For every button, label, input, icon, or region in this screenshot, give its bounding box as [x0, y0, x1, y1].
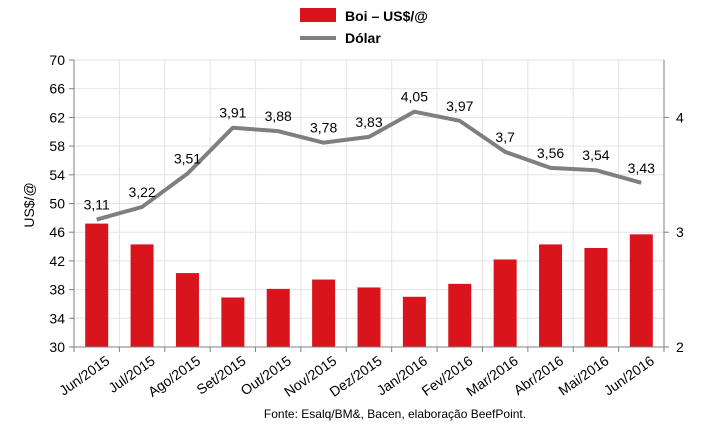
y2-tick-label: 2	[676, 339, 684, 355]
data-label: 3,78	[310, 120, 337, 136]
x-tick-label: Jun/2016	[601, 352, 658, 398]
bar	[539, 244, 563, 347]
data-label: 3,88	[265, 108, 292, 124]
x-tick-labels: Jun/2015Jul/2015Ago/2015Set/2015Out/2015…	[56, 352, 657, 400]
bar	[584, 247, 608, 347]
bar	[175, 273, 199, 347]
legend-label-boi: Boi – US$/@	[345, 8, 428, 24]
data-label: 3,22	[128, 184, 155, 200]
legend-label-dolar: Dólar	[345, 30, 381, 46]
bar	[312, 279, 336, 347]
data-label: 3,11	[84, 197, 110, 213]
y2-tick-label: 4	[676, 109, 684, 125]
bar	[85, 223, 109, 347]
bar	[629, 234, 653, 347]
x-tick-label: Mai/2016	[555, 352, 612, 398]
source-note: Fonte: Esalq/BM&, Bacen, elaboração Beef…	[264, 407, 526, 421]
data-label: 3,54	[582, 147, 609, 163]
data-label: 3,83	[355, 114, 382, 130]
x-tick-label: Mar/2016	[463, 352, 521, 399]
data-labels: 3,11 3,22 3,51 3,91 3,88 3,78 3,83 4,05 3,97 3,7 3…	[84, 89, 656, 213]
data-label: 3,56	[537, 145, 564, 161]
bar-series	[85, 223, 653, 347]
y-tick-label: 34	[49, 310, 65, 326]
x-tick-label: Ago/2015	[145, 352, 203, 400]
y-tick-label: 58	[49, 138, 65, 154]
bar	[221, 297, 245, 347]
y-tick-label: 54	[49, 167, 65, 183]
y-tick-label: 62	[49, 109, 65, 125]
y-axis-label: US$/@	[21, 182, 37, 227]
bar	[357, 287, 381, 347]
bar	[402, 296, 426, 347]
bar	[493, 259, 517, 347]
data-label: 3,51	[174, 151, 201, 167]
y-tick-labels: 30 34 38 42 46 50 54 58 62 66 70	[49, 52, 65, 355]
bar	[266, 288, 290, 347]
y-tick-label: 50	[49, 196, 65, 212]
y2-tick-label: 3	[676, 224, 684, 240]
data-label: 3,7	[495, 129, 515, 145]
data-label: 3,97	[446, 98, 473, 114]
bar	[130, 244, 154, 347]
line-series	[96, 109, 642, 222]
x-tick-label: Abr/2016	[511, 352, 567, 398]
y-tick-label: 42	[49, 253, 65, 269]
y-tick-label: 30	[49, 339, 65, 355]
data-label: 3,43	[628, 160, 655, 176]
y-tick-label: 46	[49, 224, 65, 240]
legend: Boi – US$/@ Dólar	[300, 8, 428, 46]
data-label: 3,91	[219, 105, 246, 121]
legend-swatch-boi	[300, 8, 336, 22]
y-tick-label: 70	[49, 52, 65, 68]
x-tick-label: Jun/2015	[56, 352, 113, 398]
x-tick-label: Dez/2015	[326, 352, 384, 400]
bar	[448, 283, 472, 347]
y2-tick-labels: 2 3 4	[676, 109, 684, 355]
y-tick-label: 66	[49, 81, 65, 97]
data-label: 4,05	[401, 89, 428, 105]
axes	[69, 59, 669, 352]
y-tick-label: 38	[49, 282, 65, 298]
